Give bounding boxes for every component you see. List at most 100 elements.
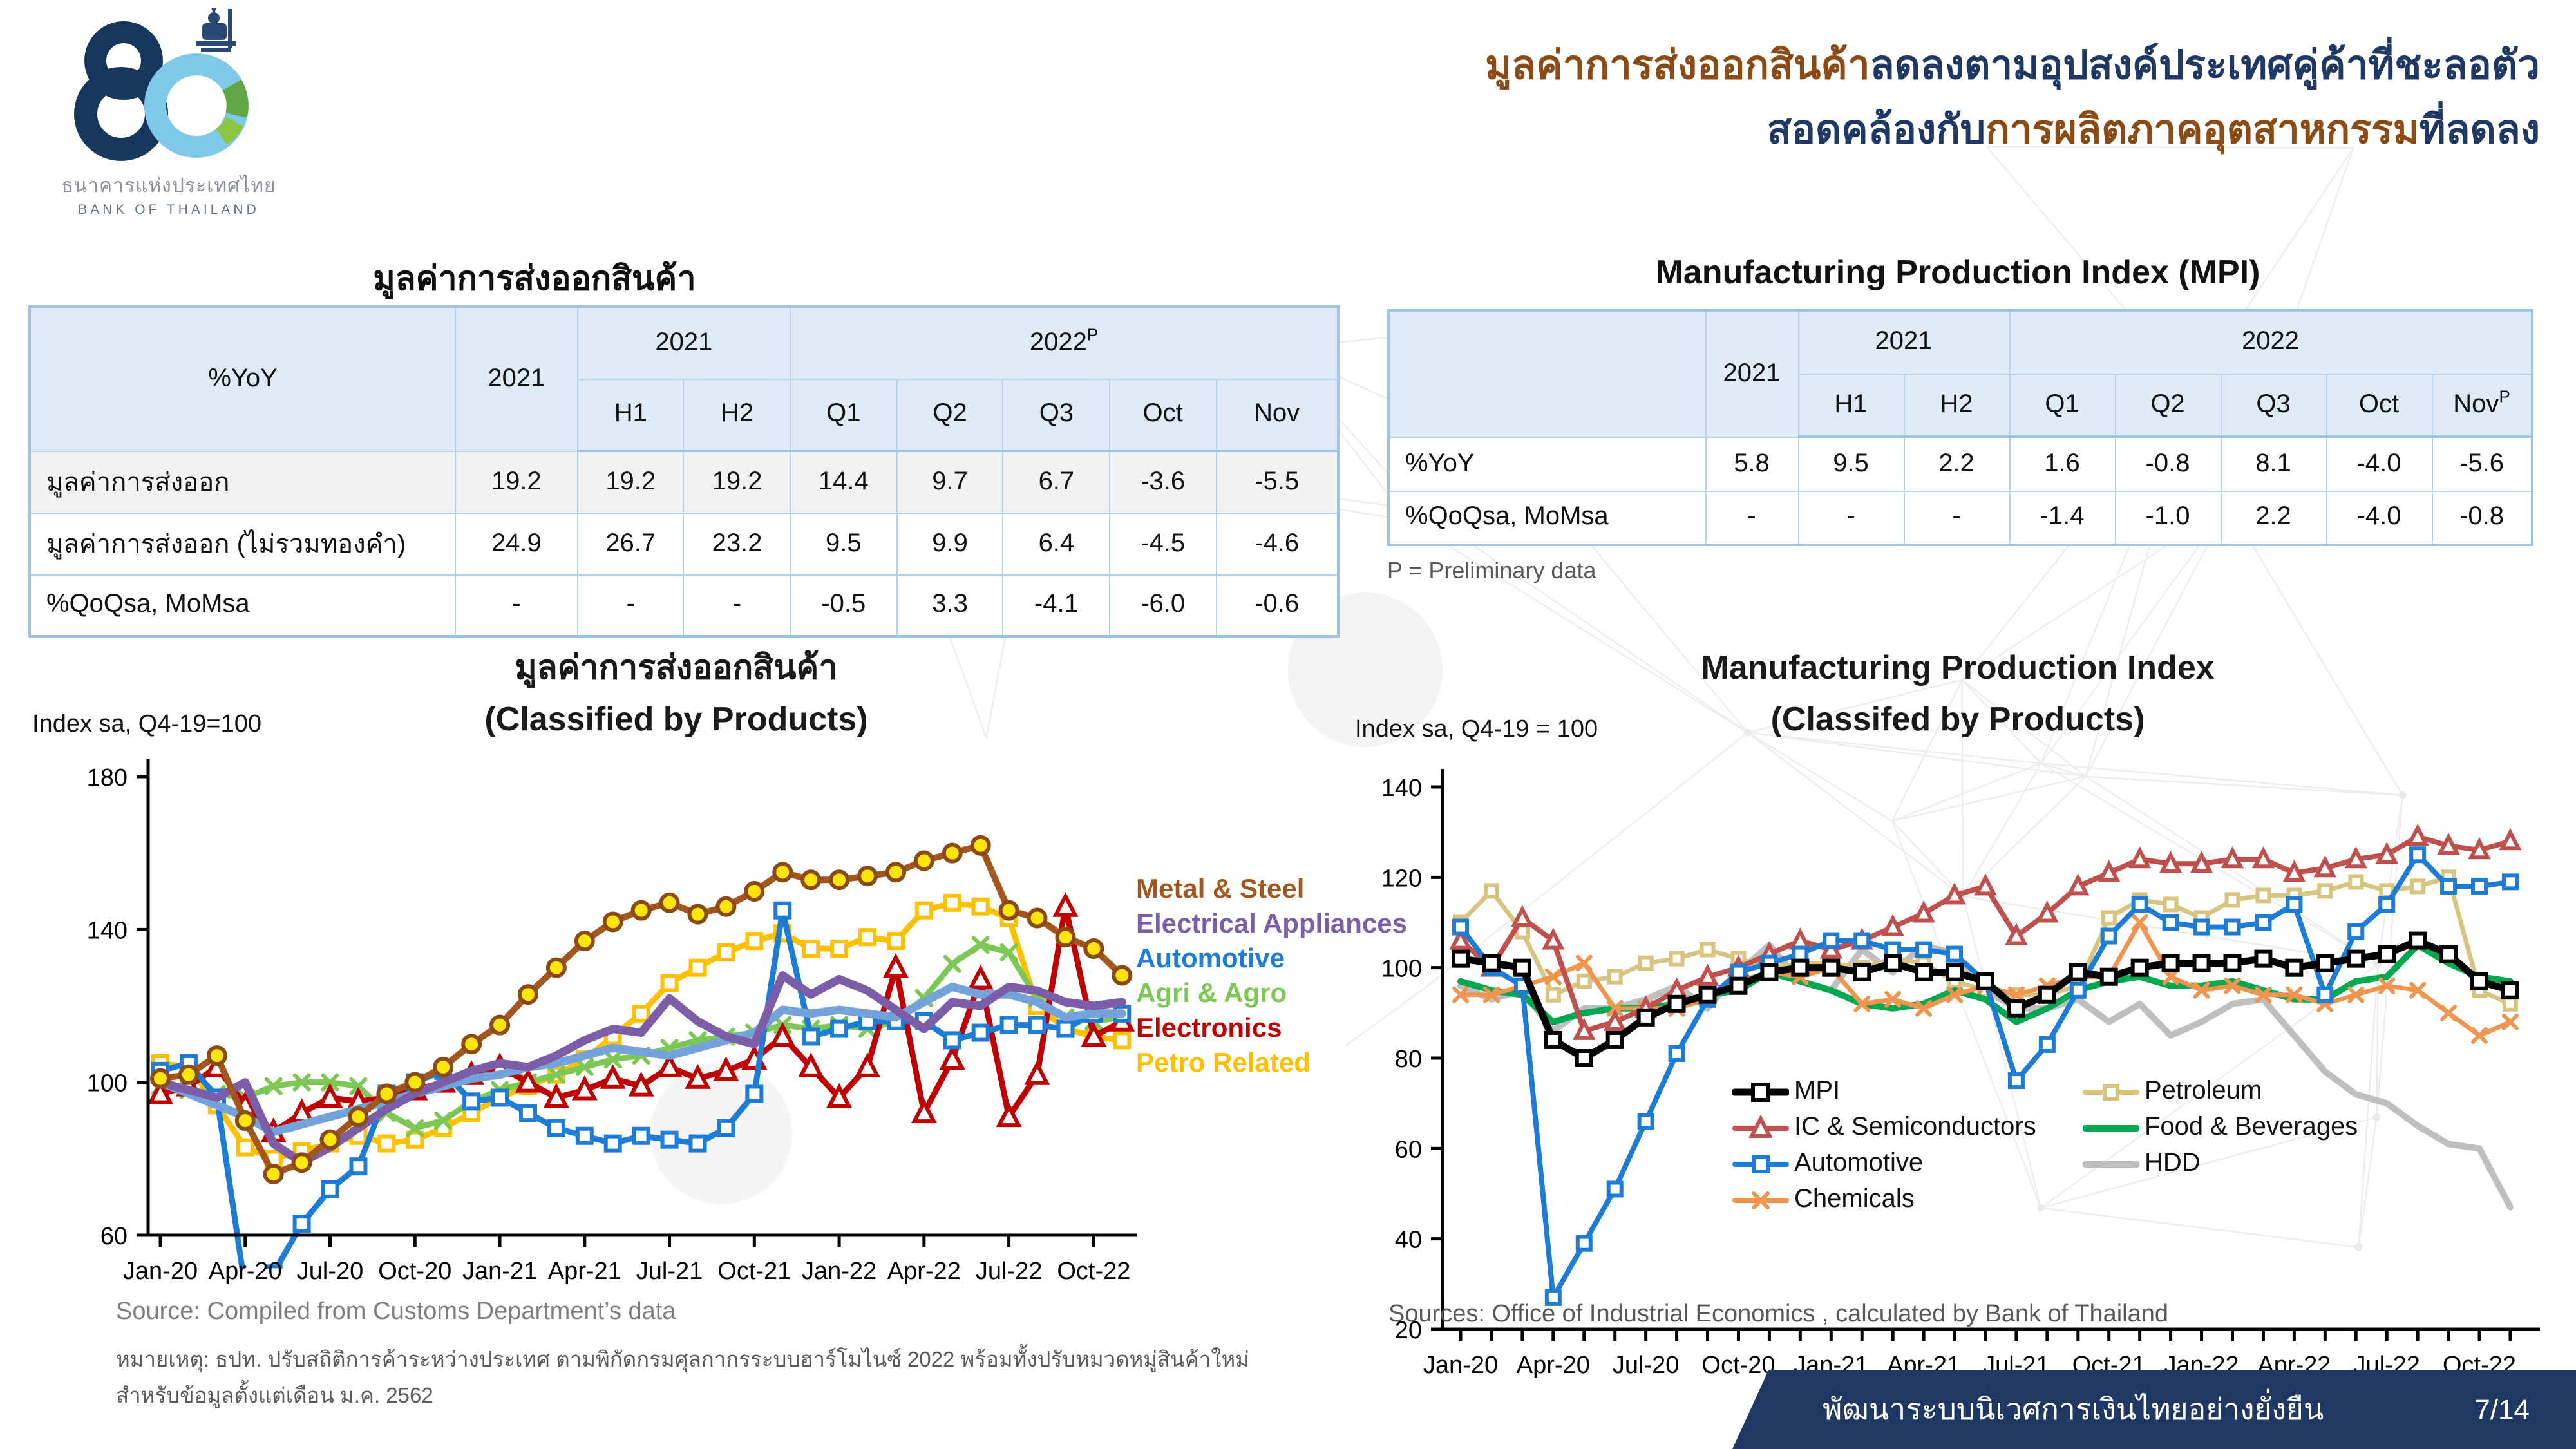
logo-name-thai: ธนาคารแห่งประเทศไทย [61, 175, 276, 197]
cell-value: - [1705, 490, 1799, 545]
exports-chart: 180 140 100 60 Jan-20 Apr-20 Jul-20 Oct-20 Jan-2… [87, 759, 1137, 1285]
table-row: มูลค่าการส่งออก 19.2 19.2 19.2 14.4 9.7 6.7 -3.… [29, 450, 1339, 513]
legend-item-chemicals: Chemicals [1732, 1185, 1915, 1215]
y-tick-label: 180 [87, 764, 128, 791]
row-label: %YoY [1388, 436, 1706, 491]
legend-label: Automotive [1794, 1149, 1924, 1177]
x-tick-label: Apr-22 [887, 1258, 961, 1285]
y-tick-label: 100 [1381, 956, 1422, 983]
legend-label: Petroleum [2145, 1077, 2262, 1105]
col-oct: Oct [2325, 373, 2432, 438]
col-nov: NovP [2430, 373, 2533, 438]
col-q1: Q1 [790, 378, 898, 452]
legend-label-agri-agro: Agri & Agro [1136, 979, 1287, 1009]
row-label: มูลค่าการส่งออก (ไม่รวมทองคำ) [29, 512, 457, 575]
cell-value: -5.6 [2430, 436, 2533, 491]
cell-value: - [1797, 490, 1904, 545]
legend-label: IC & Semiconductors [1794, 1113, 2036, 1141]
footer-slogan: พัฒนาระบบนิเวศการเงินไทยอย่างยั่งยืน [1823, 1392, 2324, 1425]
cell-value: 14.4 [790, 450, 898, 513]
legend-label: Chemicals [1794, 1185, 1915, 1213]
legend-label-metal-steel: Metal & Steel [1136, 875, 1305, 904]
x-tick-label: Jan-22 [802, 1258, 876, 1285]
cell-value: -0.8 [2114, 436, 2221, 491]
cell-value: -1.0 [2114, 490, 2221, 545]
legend-label: MPI [1794, 1077, 1841, 1105]
heading-line-1: มูลค่าการส่งออกสินค้าลดลงตามอุปสงค์ประเท… [1485, 43, 2540, 88]
cell-value: - [576, 574, 685, 637]
cell-value: -4.0 [2325, 490, 2432, 545]
col-q1: Q1 [2009, 373, 2116, 438]
table-corner-label: %YoY [29, 306, 457, 451]
col-h1: H1 [1797, 373, 1904, 438]
cell-value: 1.6 [2009, 436, 2116, 491]
col-group-2021: 2021 [576, 306, 791, 379]
series-metal-steel [150, 835, 1133, 1185]
series-automotive [151, 901, 1132, 1269]
col-group-2022: 2022P [790, 306, 1340, 379]
heading-line-2: สอดคล้องกับการผลิตภาคอุตสาหกรรมที่ลดลง [1766, 106, 2540, 152]
footer-banner: พัฒนาระบบนิเวศการเงินไทยอย่างยั่งยืน 7/1… [1732, 1370, 2576, 1449]
row-label: %QoQsa, MoMsa [1388, 490, 1706, 545]
legend-item-ic-semiconductors: IC & Semiconductors [1732, 1113, 2036, 1142]
table-row: %QoQsa, MoMsa - - - -0.5 3.3 -4.1 -6.0 -0.6 [29, 574, 1339, 637]
left-chart-source: Source: Compiled from Customs Department… [116, 1298, 676, 1325]
series-electrical-appliances [156, 971, 1126, 1167]
preliminary-note: P = Preliminary data [1387, 558, 1596, 583]
cell-value: -4.6 [1215, 512, 1339, 575]
legend-label-automotive: Automotive [1136, 944, 1285, 974]
bot-80-logo-icon [74, 8, 249, 161]
page-number: 7/14 [2474, 1393, 2530, 1425]
cell-value: -0.8 [2430, 490, 2533, 545]
x-tick-label: Apr-21 [548, 1258, 621, 1285]
cell-value: -5.5 [1215, 450, 1339, 513]
y-tick-label: 60 [1395, 1136, 1422, 1163]
legend-label-electronics: Electronics [1136, 1014, 1282, 1043]
legend-item-mpi: MPI [1732, 1077, 1840, 1106]
table-corner-label [1388, 310, 1706, 437]
x-tick-label: Jan-21 [462, 1258, 537, 1285]
bot-logo: ธนาคารแห่งประเทศไทย BANK OF THAILAND [33, 8, 304, 227]
x-tick-label: Jan-20 [123, 1258, 198, 1285]
x-tick-label: Jul-20 [297, 1258, 364, 1285]
cell-value: -4.1 [1002, 574, 1111, 637]
left-table-title: มูลค่าการส่งออกสินค้า [373, 259, 696, 298]
table-row: มูลค่าการส่งออก (ไม่รวมทองคำ) 24.9 26.7 23.… [29, 512, 1339, 575]
cell-value: - [455, 574, 578, 637]
col-q3: Q3 [2220, 373, 2327, 438]
legend-item-automotive: Automotive [1732, 1149, 1923, 1179]
cell-value: 2.2 [1903, 436, 2010, 491]
y-tick-label: 140 [87, 917, 128, 944]
cell-value: 9.5 [1797, 436, 1904, 491]
right-chart-source: Sources: Office of Industrial Economics … [1388, 1301, 2169, 1328]
left-chart-title: มูลค่าการส่งออกสินค้า (Classified by Pro… [484, 648, 868, 739]
x-tick-label: Oct-20 [1701, 1352, 1775, 1379]
y-tick-label: 20 [1395, 1317, 1422, 1344]
y-tick-label: 40 [1395, 1227, 1422, 1254]
legend-item-petroleum: Petroleum [2083, 1077, 2262, 1106]
col-q2: Q2 [896, 378, 1004, 452]
y-tick-label: 140 [1381, 775, 1422, 802]
cell-value: 9.9 [896, 512, 1004, 575]
right-table-title: Manufacturing Production Index (MPI) [1655, 252, 2260, 291]
col-year: 2021 [1705, 310, 1799, 437]
right-chart-title: Manufacturing Production Index (Classife… [1701, 648, 2215, 739]
cell-value: 24.9 [455, 512, 578, 575]
cell-value: 6.7 [1002, 450, 1111, 513]
y-tick-label: 60 [100, 1223, 128, 1250]
col-oct: Oct [1109, 378, 1217, 452]
cell-value: 19.2 [683, 450, 791, 513]
legend-item-hdd: HDD [2083, 1149, 2201, 1179]
cell-value: -1.4 [2009, 490, 2116, 545]
legend-label: Food & Beverages [2145, 1113, 2358, 1141]
row-label: มูลค่าการส่งออก [29, 450, 457, 513]
table-row: %QoQsa, MoMsa - - - -1.4 -1.0 2.2 -4.0 -0.8 [1388, 490, 2533, 545]
cell-value: - [683, 574, 791, 637]
x-tick-label: Apr-20 [1517, 1352, 1590, 1379]
cell-value: -3.6 [1109, 450, 1217, 513]
x-tick-label: Oct-21 [717, 1258, 791, 1285]
export-value-table: %YoY 2021 2021 2022P H1 H2 Q1 Q2 Q3 Oct Nov มูลค่าก… [28, 305, 1340, 638]
col-h2: H2 [1903, 373, 2010, 438]
axes [137, 759, 1137, 1247]
